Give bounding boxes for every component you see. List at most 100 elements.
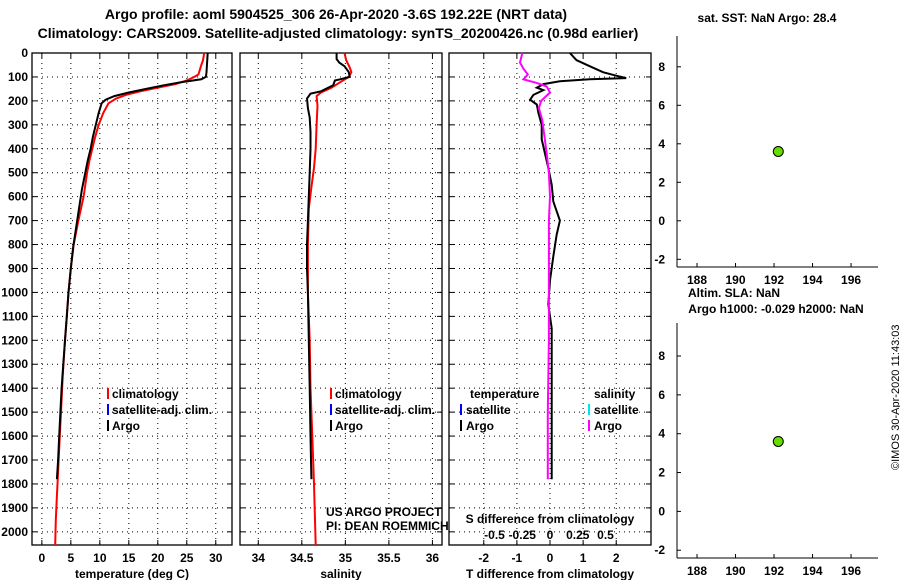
legend-label: climatology	[335, 387, 402, 401]
x-tick-label: 20	[151, 551, 165, 565]
legend-label: Argo	[335, 419, 363, 433]
plot-frame	[239, 52, 443, 546]
legend-marker	[460, 420, 462, 431]
legend-label: satellite	[466, 403, 511, 417]
x-tick-label: 25	[180, 551, 194, 565]
y-tick-label: 0	[658, 504, 665, 518]
secondary-x-tick-label: -0.25	[509, 528, 537, 542]
x-tick-label: 188	[687, 564, 707, 578]
credit-text: ©IMOS 30-Apr-2020 11:43:03	[890, 324, 900, 470]
x-tick-label: 2	[613, 551, 620, 565]
pi-label: PI: DEAN ROEMMICH	[326, 519, 449, 533]
y-tick-label: 700	[8, 214, 28, 228]
x-axis-label: temperature (deg C)	[75, 567, 189, 580]
y-tick-label: 1600	[1, 429, 28, 443]
x-tick-label: 10	[93, 551, 107, 565]
plot-frame	[448, 52, 652, 546]
y-tick-label: 1300	[1, 357, 28, 371]
y-tick-label: 0	[658, 214, 665, 228]
series-line-climatology	[54, 52, 206, 546]
legend-marker	[330, 420, 332, 431]
legend-marker	[107, 388, 109, 399]
y-tick-label: 0	[21, 46, 28, 60]
y-tick-label: -2	[654, 543, 665, 557]
y-tick-label: 6	[658, 98, 665, 112]
x-tick-label: 190	[726, 564, 746, 578]
y-tick-label: 1500	[1, 405, 28, 419]
secondary-x-axis-label: S difference from climatology	[466, 512, 635, 526]
y-tick-label: 1800	[1, 477, 28, 491]
y-tick-label: 1700	[1, 453, 28, 467]
y-tick-label: 2000	[1, 525, 28, 539]
legend-marker	[107, 420, 109, 431]
x-tick-label: -2	[478, 551, 489, 565]
legend-label: satellite-adj. clim.	[335, 403, 435, 417]
x-tick-label: 196	[841, 564, 861, 578]
legend-label: satellite-adj. clim.	[112, 403, 212, 417]
y-tick-label: 4	[658, 137, 665, 151]
y-tick-label: 400	[8, 142, 28, 156]
plot-title: Argo profile: aoml 5904525_306 26-Apr-20…	[104, 6, 568, 22]
data-point	[772, 146, 784, 157]
secondary-x-tick-label: -0.5	[484, 528, 505, 542]
x-tick-label: 194	[803, 564, 823, 578]
y-tick-label: 500	[8, 166, 28, 180]
y-tick-label: 900	[8, 261, 28, 275]
legend-marker	[330, 388, 332, 399]
scatter-subtitle-height: Argo h1000: -0.029 h2000: NaN	[688, 302, 863, 316]
x-axis-label: T difference from climatology	[466, 567, 634, 580]
scatter-title-sst: sat. SST: NaN Argo: 28.4	[698, 11, 837, 25]
secondary-x-tick-label: 0.25	[566, 528, 590, 542]
x-tick-label: 1	[580, 551, 587, 565]
y-tick-label: 2	[658, 466, 665, 480]
secondary-x-tick-label: 0	[547, 528, 554, 542]
series-line-argo	[55, 52, 209, 480]
y-tick-label: 1900	[1, 501, 28, 515]
x-tick-label: 192	[764, 273, 784, 287]
series-line-argo	[305, 53, 351, 480]
legend-marker	[460, 404, 462, 415]
y-tick-label: 4	[658, 427, 665, 441]
y-tick-label: 100	[8, 70, 28, 84]
y-tick-label: 1000	[1, 285, 28, 299]
y-tick-label: -2	[654, 252, 665, 266]
x-tick-label: 0	[39, 551, 46, 565]
legend-label: Argo	[112, 419, 140, 433]
x-tick-label: 5	[67, 551, 74, 565]
x-tick-label: 194	[803, 273, 823, 287]
x-tick-label: 15	[122, 551, 136, 565]
y-tick-label: 1400	[1, 381, 28, 395]
legend-label: Argo	[594, 419, 622, 433]
x-axis-label: salinity	[320, 567, 362, 580]
legend-label: climatology	[112, 387, 179, 401]
plot-subtitle: Climatology: CARS2009. Satellite-adjuste…	[37, 25, 639, 41]
x-tick-label: 35	[339, 551, 353, 565]
legend-marker	[588, 420, 590, 431]
x-tick-label: -1	[512, 551, 523, 565]
x-tick-label: 0	[547, 551, 554, 565]
x-tick-label: 30	[209, 551, 223, 565]
y-tick-label: 1200	[1, 333, 28, 347]
series-line-salinity-argo	[518, 52, 552, 480]
legend-marker	[330, 404, 332, 415]
y-tick-label: 8	[658, 349, 665, 363]
scatter-title-sla: Altim. SLA: NaN	[688, 286, 780, 300]
secondary-x-tick-label: 0.5	[597, 528, 614, 542]
x-tick-label: 35.5	[377, 551, 401, 565]
y-tick-label: 2	[658, 175, 665, 189]
legend-title-temperature: temperature	[470, 387, 540, 401]
y-tick-label: 600	[8, 190, 28, 204]
y-tick-label: 8	[658, 60, 665, 74]
y-tick-label: 800	[8, 238, 28, 252]
y-tick-label: 1100	[2, 309, 28, 323]
x-tick-label: 192	[764, 564, 784, 578]
x-tick-label: 34.5	[290, 551, 314, 565]
x-tick-label: 190	[726, 273, 746, 287]
project-label: US ARGO PROJECT	[326, 505, 442, 519]
x-tick-label: 196	[841, 273, 861, 287]
data-point	[772, 435, 784, 447]
y-tick-label: 6	[658, 388, 665, 402]
legend-marker	[107, 404, 109, 415]
x-tick-label: 34	[252, 551, 266, 565]
